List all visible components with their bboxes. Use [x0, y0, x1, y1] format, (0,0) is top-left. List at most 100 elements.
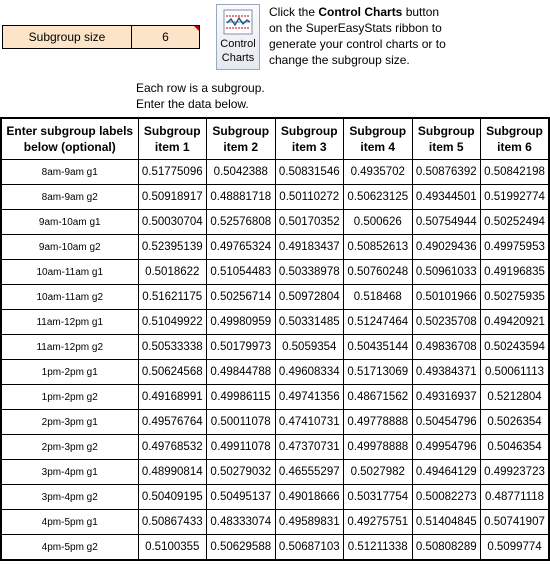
row-label[interactable]: 1pm-2pm g1	[0, 359, 139, 385]
data-cell[interactable]: 0.50454796	[411, 409, 481, 435]
data-cell[interactable]: 0.49018666	[274, 484, 344, 510]
data-cell[interactable]: 0.49911078	[206, 434, 276, 460]
data-cell[interactable]: 0.51992774	[480, 184, 550, 210]
data-cell[interactable]: 0.52395139	[137, 234, 207, 260]
data-cell[interactable]: 0.49464129	[411, 459, 481, 485]
data-cell[interactable]: 0.50279032	[206, 459, 276, 485]
data-cell[interactable]: 0.50275935	[480, 284, 550, 310]
data-cell[interactable]: 0.500626	[343, 209, 413, 235]
data-cell[interactable]: 0.50852613	[343, 234, 413, 260]
data-cell[interactable]: 0.50179973	[206, 334, 276, 360]
data-cell[interactable]: 0.49589831	[274, 509, 344, 535]
subgroup-size-value[interactable]: 6	[132, 26, 199, 48]
data-cell[interactable]: 0.5099774	[480, 534, 550, 561]
data-cell[interactable]: 0.50867433	[137, 509, 207, 535]
row-label[interactable]: 8am-9am g2	[0, 184, 139, 210]
data-cell[interactable]: 0.5042388	[206, 159, 276, 185]
data-cell[interactable]: 0.5212804	[480, 384, 550, 410]
data-cell[interactable]: 0.49029436	[411, 234, 481, 260]
data-cell[interactable]: 0.49608334	[274, 359, 344, 385]
data-cell[interactable]: 0.50623125	[343, 184, 413, 210]
data-cell[interactable]: 0.49384371	[411, 359, 481, 385]
data-cell[interactable]: 0.52576808	[206, 209, 276, 235]
data-cell[interactable]: 0.50110272	[274, 184, 344, 210]
data-cell[interactable]: 0.47370731	[274, 434, 344, 460]
row-label[interactable]: 8am-9am g1	[0, 159, 139, 185]
data-cell[interactable]: 0.51775096	[137, 159, 207, 185]
data-cell[interactable]: 0.50256714	[206, 284, 276, 310]
data-cell[interactable]: 0.50082273	[411, 484, 481, 510]
data-cell[interactable]: 0.5026354	[480, 409, 550, 435]
data-cell[interactable]: 0.50754944	[411, 209, 481, 235]
data-cell[interactable]: 0.49975953	[480, 234, 550, 260]
data-cell[interactable]: 0.50331485	[274, 309, 344, 335]
row-label[interactable]: 10am-11am g2	[0, 284, 139, 310]
data-cell[interactable]: 0.49844788	[206, 359, 276, 385]
data-cell[interactable]: 0.50030704	[137, 209, 207, 235]
row-label[interactable]: 4pm-5pm g2	[0, 534, 139, 561]
data-cell[interactable]: 0.51713069	[343, 359, 413, 385]
data-cell[interactable]: 0.50235708	[411, 309, 481, 335]
data-cell[interactable]: 0.50495137	[206, 484, 276, 510]
data-cell[interactable]: 0.49980959	[206, 309, 276, 335]
data-cell[interactable]: 0.49196835	[480, 259, 550, 285]
row-label[interactable]: 2pm-3pm g1	[0, 409, 139, 435]
data-cell[interactable]: 0.5018622	[137, 259, 207, 285]
row-label[interactable]: 3pm-4pm g1	[0, 459, 139, 485]
data-cell[interactable]: 0.49741356	[274, 384, 344, 410]
data-cell[interactable]: 0.50741907	[480, 509, 550, 535]
data-cell[interactable]: 0.4935702	[343, 159, 413, 185]
data-cell[interactable]: 0.5046354	[480, 434, 550, 460]
data-cell[interactable]: 0.50842198	[480, 159, 550, 185]
control-charts-button[interactable]: Control Charts	[216, 4, 260, 70]
data-cell[interactable]: 0.49316937	[411, 384, 481, 410]
data-cell[interactable]: 0.50435144	[343, 334, 413, 360]
data-cell[interactable]: 0.5059354	[274, 334, 344, 360]
data-cell[interactable]: 0.46555297	[274, 459, 344, 485]
data-cell[interactable]: 0.50170352	[274, 209, 344, 235]
row-label[interactable]: 11am-12pm g1	[0, 309, 139, 335]
data-cell[interactable]: 0.518468	[343, 284, 413, 310]
row-label[interactable]: 10am-11am g1	[0, 259, 139, 285]
data-cell[interactable]: 0.49344501	[411, 184, 481, 210]
data-cell[interactable]: 0.48333074	[206, 509, 276, 535]
data-cell[interactable]: 0.49954796	[411, 434, 481, 460]
data-cell[interactable]: 0.49923723	[480, 459, 550, 485]
data-cell[interactable]: 0.49768532	[137, 434, 207, 460]
data-cell[interactable]: 0.50961033	[411, 259, 481, 285]
data-cell[interactable]: 0.5100355	[137, 534, 207, 561]
data-cell[interactable]: 0.50061113	[480, 359, 550, 385]
data-cell[interactable]: 0.50533338	[137, 334, 207, 360]
data-cell[interactable]: 0.50972804	[274, 284, 344, 310]
row-label[interactable]: 1pm-2pm g2	[0, 384, 139, 410]
row-label[interactable]: 11am-12pm g2	[0, 334, 139, 360]
data-cell[interactable]: 0.49576764	[137, 409, 207, 435]
data-cell[interactable]: 0.49778888	[343, 409, 413, 435]
data-cell[interactable]: 0.49978888	[343, 434, 413, 460]
data-cell[interactable]: 0.50918917	[137, 184, 207, 210]
row-label[interactable]: 9am-10am g1	[0, 209, 139, 235]
data-cell[interactable]: 0.51247464	[343, 309, 413, 335]
data-cell[interactable]: 0.50760248	[343, 259, 413, 285]
data-cell[interactable]: 0.47410731	[274, 409, 344, 435]
data-cell[interactable]: 0.48771118	[480, 484, 550, 510]
data-cell[interactable]: 0.48671562	[343, 384, 413, 410]
data-cell[interactable]: 0.49836708	[411, 334, 481, 360]
data-cell[interactable]: 0.51049922	[137, 309, 207, 335]
data-cell[interactable]: 0.48881718	[206, 184, 276, 210]
data-cell[interactable]: 0.50409195	[137, 484, 207, 510]
data-cell[interactable]: 0.50011078	[206, 409, 276, 435]
data-cell[interactable]: 0.51621175	[137, 284, 207, 310]
row-label[interactable]: 4pm-5pm g1	[0, 509, 139, 535]
row-label[interactable]: 9am-10am g2	[0, 234, 139, 260]
data-cell[interactable]: 0.50338978	[274, 259, 344, 285]
data-cell[interactable]: 0.50629588	[206, 534, 276, 561]
data-cell[interactable]: 0.49420921	[480, 309, 550, 335]
data-cell[interactable]: 0.50624568	[137, 359, 207, 385]
data-cell[interactable]: 0.50876392	[411, 159, 481, 185]
data-cell[interactable]: 0.50243594	[480, 334, 550, 360]
data-cell[interactable]: 0.49765324	[206, 234, 276, 260]
data-cell[interactable]: 0.51054483	[206, 259, 276, 285]
data-cell[interactable]: 0.50831546	[274, 159, 344, 185]
data-cell[interactable]: 0.50101966	[411, 284, 481, 310]
